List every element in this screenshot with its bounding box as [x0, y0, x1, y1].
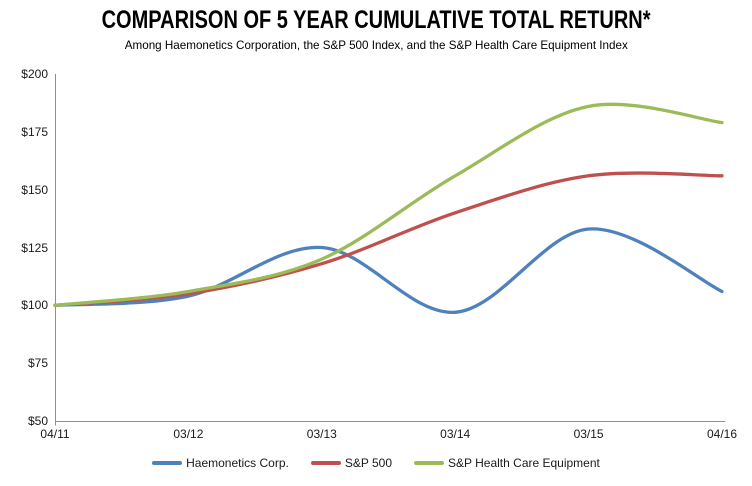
legend-line-swatch-s-p-500 — [310, 461, 341, 465]
y-tick-label: $75 — [27, 356, 48, 371]
legend-label: S&P 500 — [344, 456, 392, 470]
y-tick-label: $175 — [21, 124, 48, 139]
x-tick-label: 04/11 — [40, 427, 70, 441]
chart-subtitle: Among Haemonetics Corporation, the S&P 5… — [0, 38, 752, 52]
legend-label: Haemonetics Corp. — [186, 456, 289, 470]
x-tick-label: 03/13 — [306, 427, 337, 441]
x-tick-label: 03/14 — [440, 427, 471, 441]
x-tick-label: 03/12 — [173, 427, 204, 441]
series-line-s-p-500 — [53, 171, 724, 307]
chart-title: COMPARISON OF 5 YEAR CUMULATIVE TOTAL RE… — [0, 6, 752, 34]
x-tick-label: 04/16 — [706, 427, 738, 441]
chart-title-text: COMPARISON OF 5 YEAR CUMULATIVE TOTAL RE… — [101, 6, 651, 34]
series-line-s-p-health-care-equipment — [53, 102, 724, 307]
y-tick-label: $50 — [27, 414, 48, 428]
legend-item-s-p-health-care-equipment: S&P Health Care Equipment — [414, 456, 600, 470]
x-tick-label: 03/15 — [573, 427, 604, 441]
series-line-haemonetics-corp — [53, 227, 724, 314]
y-tick-label: $125 — [21, 240, 48, 255]
legend-line-swatch-s-p-health-care-equipment — [414, 461, 444, 465]
y-tick-label: $150 — [21, 182, 48, 197]
chart-legend: Haemonetics Corp. S&P 500 S&P Health Care … — [0, 454, 752, 472]
legend-line-swatch-haemonetics-corp — [152, 461, 183, 465]
chart-subtitle-text: Among Haemonetics Corporation, the S&P 5… — [124, 38, 628, 52]
y-tick-label: $200 — [21, 67, 48, 81]
y-tick-label: $100 — [21, 298, 48, 313]
legend-item-s-p-500: S&P 500 — [310, 456, 392, 470]
legend-label: S&P Health Care Equipment — [448, 456, 600, 470]
legend-item-haemonetics-corp: Haemonetics Corp. — [152, 456, 289, 470]
